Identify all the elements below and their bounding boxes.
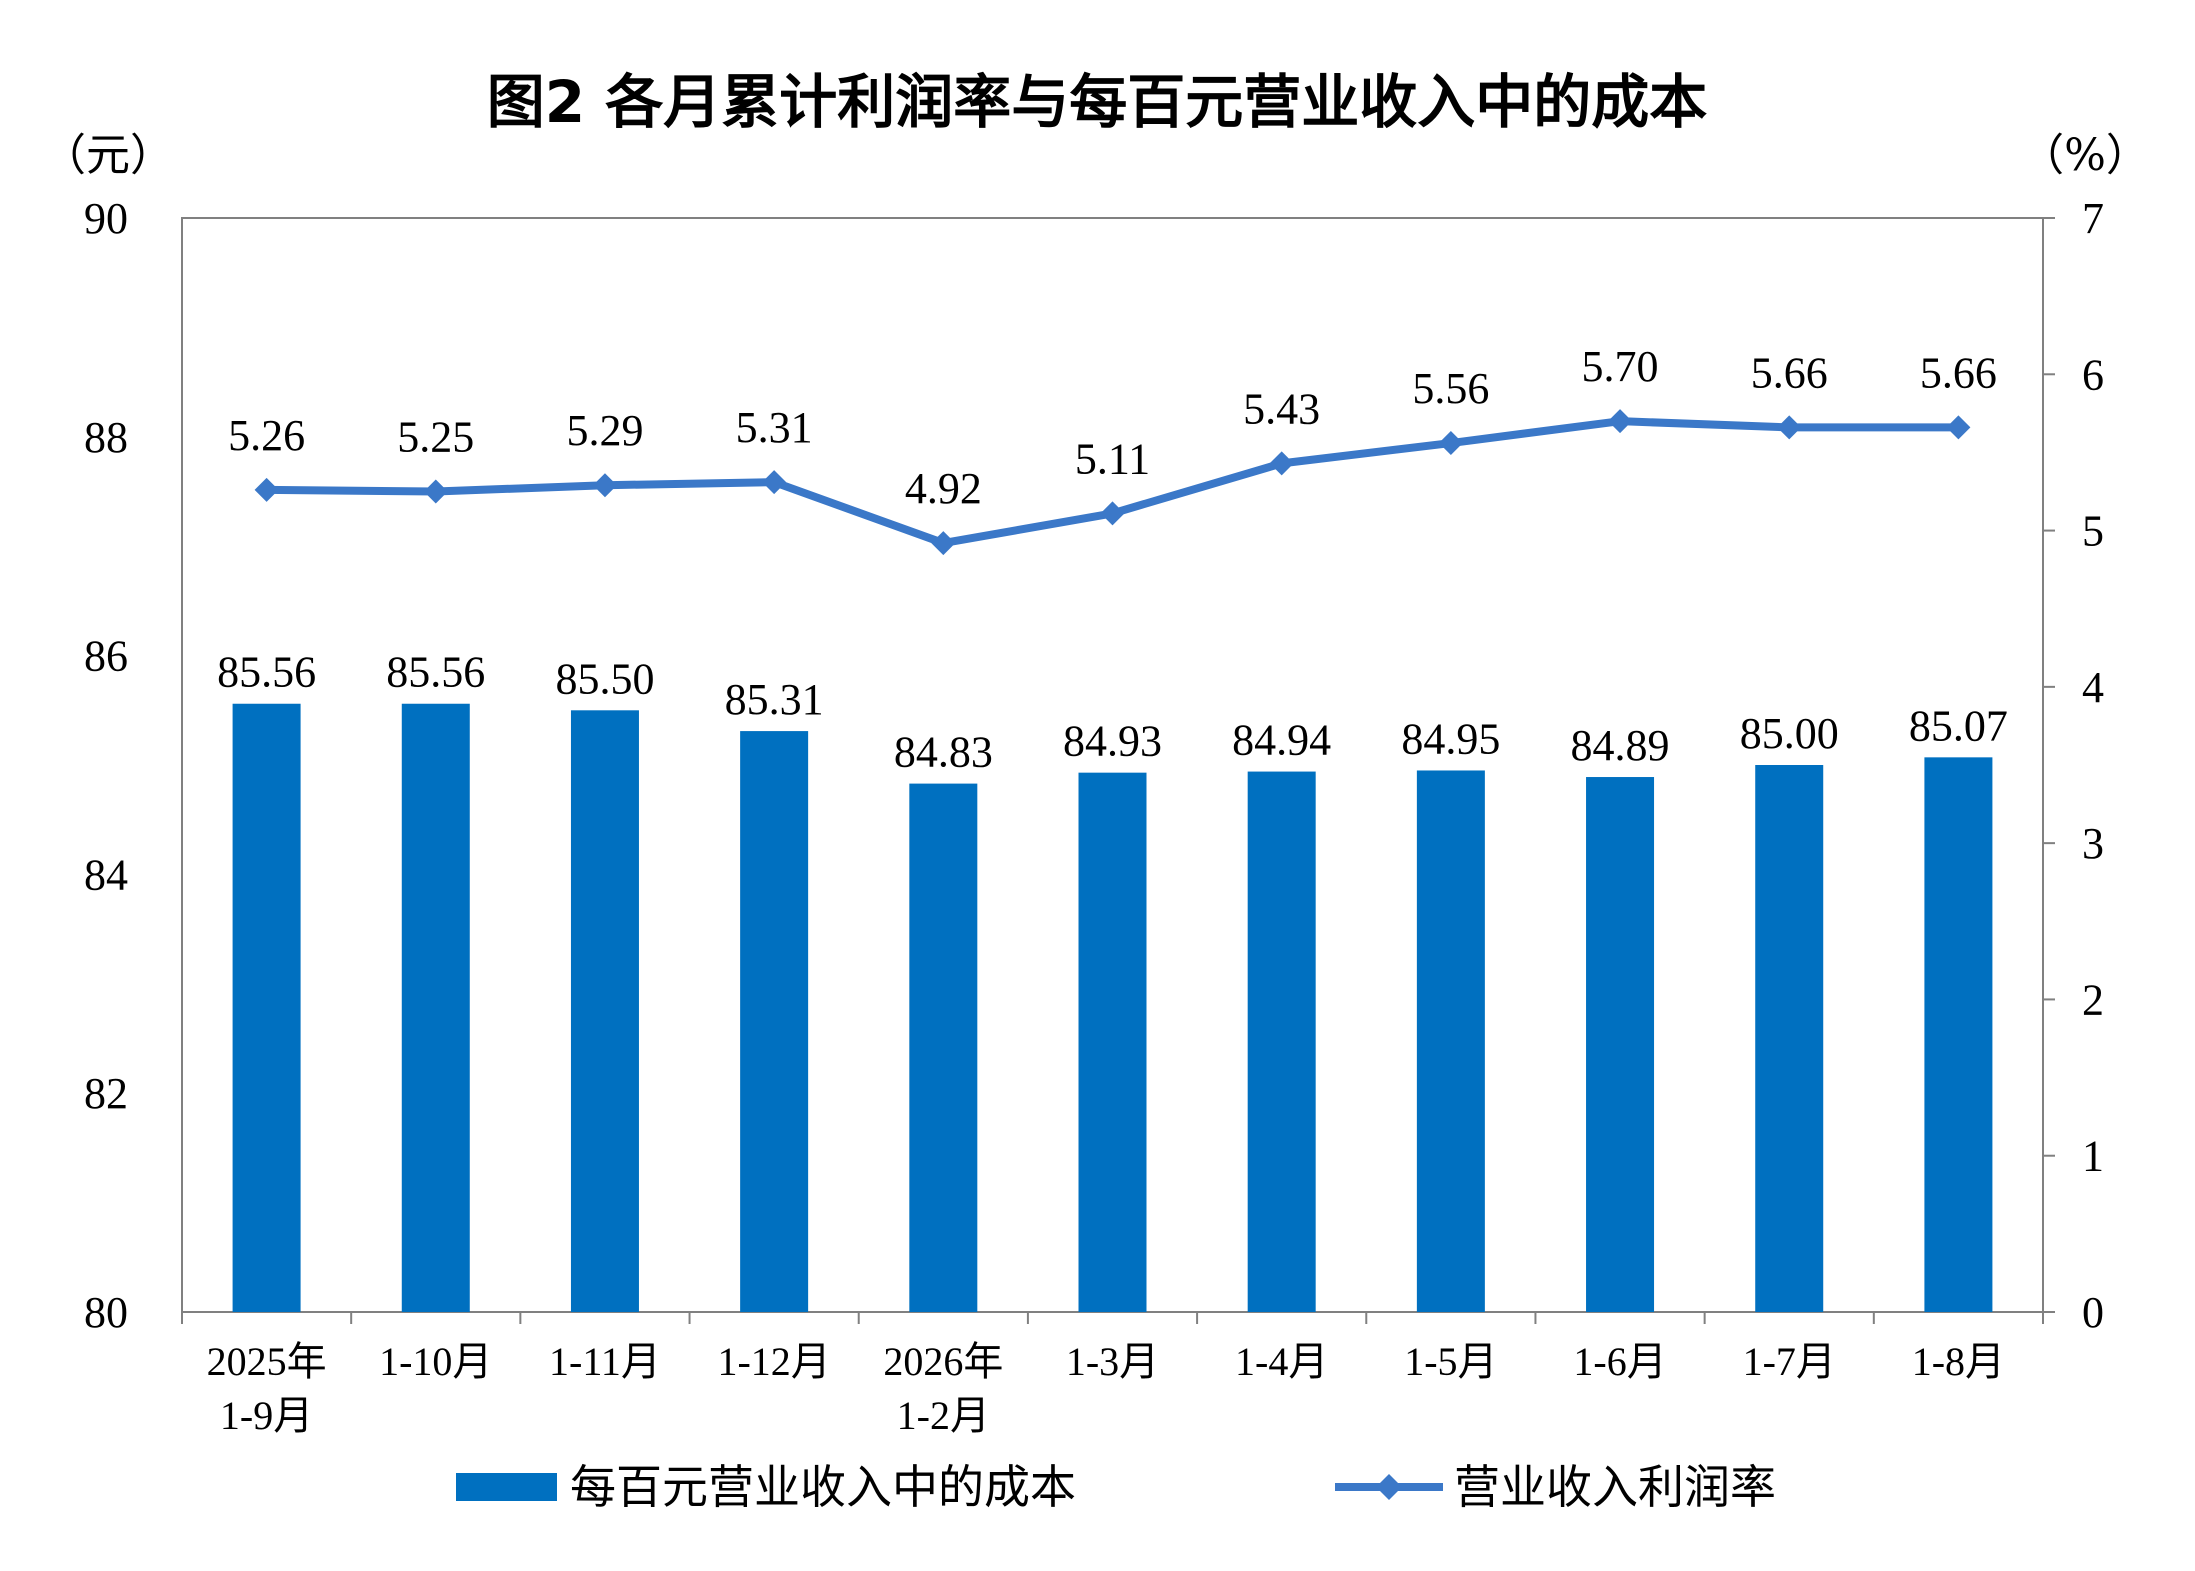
left-tick-label: 80 <box>84 1288 128 1337</box>
category-label: 2025年 <box>207 1339 327 1384</box>
bar <box>232 703 301 1312</box>
bar-data-label: 84.89 <box>1571 721 1670 770</box>
category-label: 2026年 <box>883 1339 1003 1384</box>
bar <box>1924 757 1993 1312</box>
line-data-label: 4.92 <box>905 464 982 513</box>
right-tick-label: 6 <box>2082 350 2104 399</box>
bar <box>1416 770 1485 1312</box>
bar-data-label: 84.93 <box>1063 717 1162 766</box>
bar-data-label: 85.00 <box>1740 709 1839 758</box>
line-data-label: 5.26 <box>228 411 305 460</box>
line-data-label: 5.31 <box>736 403 813 452</box>
category-label: 1-11月 <box>549 1339 661 1384</box>
left-tick-label: 82 <box>84 1069 128 1118</box>
category-label: 1-7月 <box>1743 1339 1836 1384</box>
category-label: 1-6月 <box>1573 1339 1666 1384</box>
legend-bar-label: 每百元营业收入中的成本 <box>570 1460 1076 1514</box>
legend-line-marker <box>1376 1474 1402 1500</box>
bar-data-label: 85.07 <box>1909 701 2008 750</box>
bar <box>909 783 978 1312</box>
bar <box>401 703 470 1312</box>
line-labels: 5.26 5.25 5.29 5.31 4.92 5.11 5.43 5.56 5.70 5.66… <box>228 342 1997 513</box>
category-label: 1-2月 <box>897 1393 990 1438</box>
left-axis: 80 82 84 86 88 90 <box>84 194 128 1337</box>
right-tick-label: 3 <box>2082 819 2104 868</box>
bar-data-label: 84.83 <box>894 728 993 777</box>
bar-data-label: 85.56 <box>217 648 316 697</box>
category-label: 1-9月 <box>220 1393 313 1438</box>
x-axis <box>181 1312 2044 1324</box>
line-marker <box>1438 431 1463 456</box>
right-axis-unit: （%） <box>2020 130 2150 181</box>
left-tick-label: 84 <box>84 850 128 899</box>
line-marker <box>931 531 956 556</box>
right-tick-label: 5 <box>2082 507 2104 556</box>
line-marker <box>1100 501 1125 526</box>
bar <box>1247 771 1316 1312</box>
bar <box>1586 777 1655 1312</box>
line-data-label: 5.29 <box>566 406 643 455</box>
bar <box>1755 765 1824 1312</box>
line-data-label: 5.25 <box>397 413 474 462</box>
category-label: 1-8月 <box>1912 1339 2005 1384</box>
bar-data-label: 85.31 <box>725 675 824 724</box>
legend-line-label: 营业收入利润率 <box>1454 1460 1776 1514</box>
bar-data-label: 84.95 <box>1401 714 1500 763</box>
category-label: 1-4月 <box>1235 1339 1328 1384</box>
line-data-label: 5.56 <box>1412 364 1489 413</box>
line-marker <box>1269 451 1294 476</box>
legend-bar-swatch <box>456 1473 557 1501</box>
right-tick-label: 2 <box>2082 975 2104 1024</box>
line-marker <box>592 473 617 498</box>
line-marker <box>762 470 787 495</box>
line-marker <box>1777 415 1802 440</box>
right-tick-label: 7 <box>2082 194 2104 243</box>
category-labels: 2025年 1-9月 1-10月 1-11月 1-12月 2026年 1-2月 1-3月 1-4… <box>207 1339 2005 1438</box>
line-data-label: 5.66 <box>1751 348 1828 397</box>
left-tick-label: 90 <box>84 194 128 243</box>
chart-title: 图2 各月累计利润率与每百元营业收入中的成本 <box>487 68 1708 136</box>
line-data-label: 5.43 <box>1243 384 1320 433</box>
bar <box>740 731 809 1312</box>
line-marker <box>1946 415 1971 440</box>
right-tick-label: 4 <box>2082 663 2104 712</box>
right-axis: 0 1 2 3 4 5 6 7 <box>2043 194 2104 1337</box>
bar-labels: 85.56 85.56 85.50 85.31 84.83 84.93 84.94 84.95… <box>217 648 2008 777</box>
category-label: 1-3月 <box>1066 1339 1159 1384</box>
line-series <box>254 409 1971 556</box>
bar-data-label: 85.56 <box>386 648 485 697</box>
bar <box>570 710 639 1312</box>
left-tick-label: 86 <box>84 632 128 681</box>
legend: 每百元营业收入中的成本 营业收入利润率 <box>456 1460 1776 1514</box>
line-data-label: 5.66 <box>1920 348 1997 397</box>
line-marker <box>1608 409 1633 434</box>
line-data-label: 5.11 <box>1075 434 1150 483</box>
category-label: 1-12月 <box>717 1339 830 1384</box>
bar-data-label: 84.94 <box>1232 716 1331 765</box>
bar-series <box>232 703 1993 1312</box>
bar <box>1078 772 1147 1312</box>
category-label: 1-10月 <box>379 1339 492 1384</box>
line-data-label: 5.70 <box>1582 342 1659 391</box>
category-label: 1-5月 <box>1404 1339 1497 1384</box>
line-marker <box>254 477 279 502</box>
left-tick-label: 88 <box>84 413 128 462</box>
bar-data-label: 85.50 <box>555 654 654 703</box>
line-marker <box>423 479 448 504</box>
left-axis-unit: （元） <box>42 130 174 181</box>
right-tick-label: 1 <box>2082 1132 2104 1181</box>
right-tick-label: 0 <box>2082 1288 2104 1337</box>
